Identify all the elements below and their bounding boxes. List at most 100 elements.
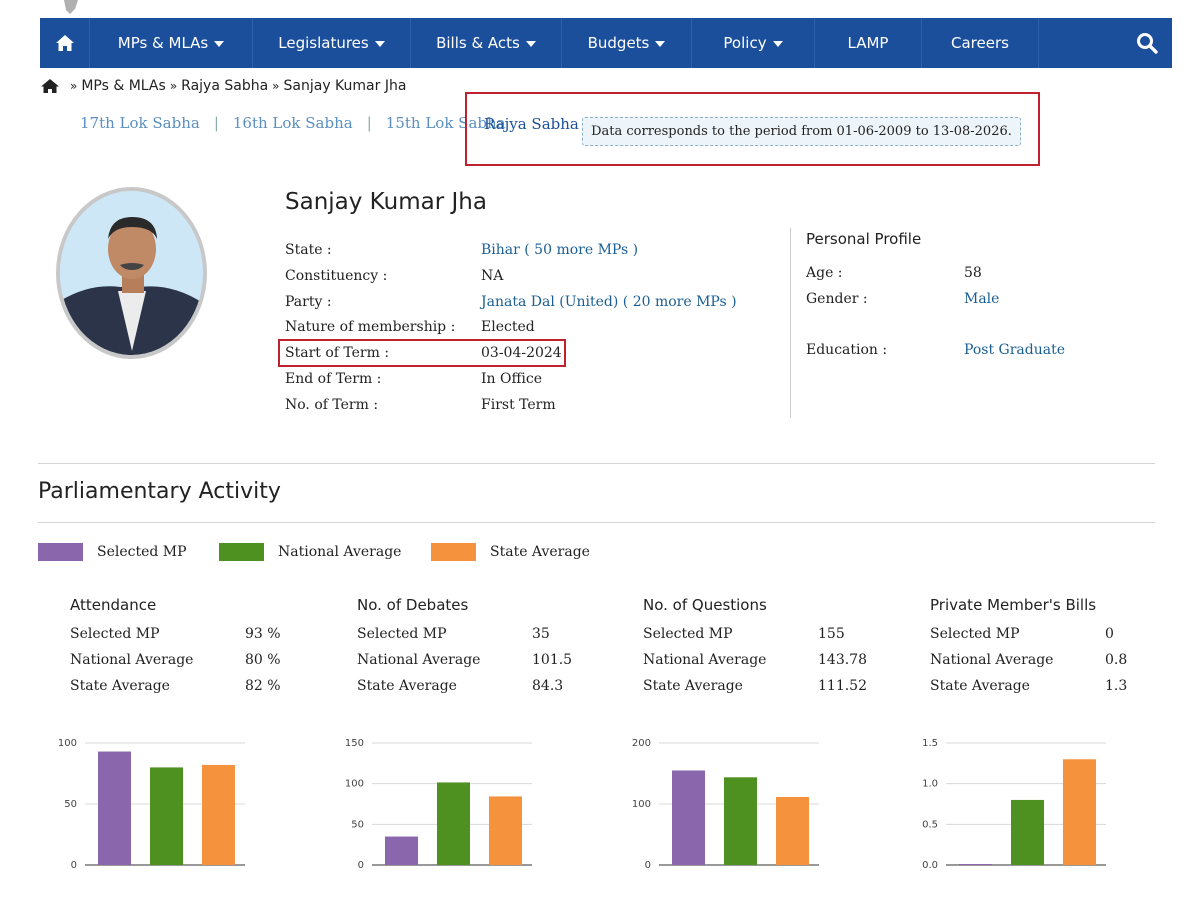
stat-block-debates: No. of Debates Selected MP 35 National Av… [357, 596, 597, 698]
breadcrumb: » MPs & MLAs » Rajya Sabha » Sanjay Kuma… [40, 78, 406, 94]
main-navbar: MPs & MLAs Legislatures Bills & Acts Bud… [40, 18, 1172, 68]
stat-value: 155 [818, 626, 845, 642]
no-term-label: No. of Term : [285, 397, 379, 413]
party-link[interactable]: Janata Dal (United) ( 20 more MPs ) [481, 294, 737, 310]
caret-down-icon [525, 40, 536, 47]
nav-lamp[interactable]: LAMP [815, 18, 922, 68]
nav-budgets[interactable]: Budgets [562, 18, 692, 68]
stat-value: 101.5 [532, 652, 573, 668]
legend-label: Selected MP [97, 544, 187, 560]
stat-label: State Average [70, 678, 170, 694]
nav-careers[interactable]: Careers [922, 18, 1039, 68]
chart-private-bills: 0.0 0.5 1.0 1.5 [916, 733, 1176, 878]
nature-value: Elected [481, 319, 535, 335]
stat-block-attendance: Attendance Selected MP 93 % National Aver… [70, 596, 310, 698]
home-icon[interactable] [40, 78, 60, 94]
bar-selected-mp[interactable] [959, 864, 992, 865]
stat-label: Selected MP [70, 626, 160, 642]
highlight-box-period [465, 92, 1040, 166]
bar-selected-mp[interactable] [672, 770, 705, 865]
nav-label: Legislatures [278, 34, 369, 52]
bar-state-average[interactable] [776, 796, 809, 865]
vertical-divider [790, 228, 791, 418]
tab-17th-lok-sabha[interactable]: 17th Lok Sabha [80, 114, 200, 132]
bar-chart: 0 50 100 150 [345, 738, 532, 871]
age-value: 58 [964, 265, 982, 281]
bar-national-average[interactable] [724, 777, 757, 865]
chart-attendance: 0 50 100 [55, 733, 315, 878]
state-link[interactable]: Bihar ( 50 more MPs ) [481, 242, 639, 258]
no-term-value: First Term [481, 397, 556, 413]
y-tick-label: 0 [645, 860, 651, 871]
start-term-label: Start of Term : [285, 345, 390, 361]
legend-swatch [219, 543, 264, 561]
tab-rajya-sabha[interactable]: Rajya Sabha [484, 115, 579, 133]
bar-state-average[interactable] [489, 796, 522, 865]
legend-label: State Average [490, 544, 590, 560]
stat-row: National Average 0.8 [930, 646, 1170, 672]
breadcrumb-item-mps-mlas[interactable]: MPs & MLAs [81, 78, 166, 94]
bar-selected-mp[interactable] [385, 836, 418, 865]
stat-value: 82 % [245, 678, 281, 694]
legend-item-selected-mp: Selected MP [38, 543, 187, 561]
age-label: Age : [806, 265, 843, 281]
bar-chart: 0 100 200 [632, 738, 819, 871]
tab-16th-lok-sabha[interactable]: 16th Lok Sabha [232, 114, 353, 132]
nav-label: Bills & Acts [436, 34, 520, 52]
nav-policy[interactable]: Policy [692, 18, 815, 68]
stat-row: State Average 111.52 [643, 672, 883, 698]
y-tick-label: 150 [345, 738, 364, 749]
y-tick-label: 1.0 [922, 779, 938, 790]
bar-selected-mp[interactable] [98, 751, 131, 865]
nav-home-button[interactable] [40, 18, 90, 68]
stat-label: National Average [357, 652, 481, 668]
nav-legislatures[interactable]: Legislatures [253, 18, 411, 68]
stat-block-private-bills: Private Member's Bills Selected MP 0 Nati… [930, 596, 1170, 698]
stat-value: 35 [532, 626, 550, 642]
y-tick-label: 200 [632, 738, 651, 749]
bar-national-average[interactable] [1011, 799, 1044, 865]
stat-label: Selected MP [930, 626, 1020, 642]
y-tick-label: 100 [345, 779, 364, 790]
stat-value: 143.78 [818, 652, 867, 668]
nav-bills-acts[interactable]: Bills & Acts [411, 18, 562, 68]
y-tick-label: 1.5 [922, 738, 938, 749]
stat-row: National Average 101.5 [357, 646, 597, 672]
stat-row: State Average 84.3 [357, 672, 597, 698]
legend-swatch [38, 543, 83, 561]
highlight-box-start-term [278, 339, 566, 367]
stat-row: Selected MP 0 [930, 620, 1170, 646]
legend-item-national-average: National Average [219, 543, 401, 561]
bar-state-average[interactable] [1063, 759, 1096, 865]
breadcrumb-item-rajya-sabha[interactable]: Rajya Sabha [181, 78, 269, 94]
divider [38, 522, 1155, 523]
bar-national-average[interactable] [150, 767, 183, 865]
bar-national-average[interactable] [437, 782, 470, 865]
y-tick-label: 100 [632, 799, 651, 810]
stat-value: 0.8 [1105, 652, 1128, 668]
stat-title: Attendance [70, 596, 157, 614]
gender-link[interactable]: Male [964, 291, 1000, 307]
nav-search [1039, 18, 1172, 68]
map-fragment-icon [64, 0, 78, 14]
house-tabs: 17th Lok Sabha | 16th Lok Sabha | 15th L… [80, 114, 506, 132]
education-label: Education : [806, 342, 888, 358]
nav-mps-mlas[interactable]: MPs & MLAs [90, 18, 253, 68]
stat-label: National Average [930, 652, 1054, 668]
nav-label: Careers [951, 34, 1009, 52]
tab-15th-lok-sabha[interactable]: 15th Lok Sabha [385, 114, 506, 132]
divider [38, 463, 1155, 464]
y-tick-label: 50 [351, 819, 364, 830]
caret-down-icon [374, 40, 385, 47]
end-term-value: In Office [481, 371, 543, 387]
stat-label: Selected MP [643, 626, 733, 642]
legend-swatch [431, 543, 476, 561]
tab-divider: | [213, 114, 219, 132]
caret-down-icon [655, 40, 666, 47]
personal-profile-title: Personal Profile [806, 230, 922, 248]
education-link[interactable]: Post Graduate [964, 342, 1066, 358]
search-icon[interactable] [1136, 32, 1158, 54]
nav-label: LAMP [847, 34, 889, 52]
bar-state-average[interactable] [202, 764, 235, 865]
y-tick-label: 100 [58, 738, 77, 749]
